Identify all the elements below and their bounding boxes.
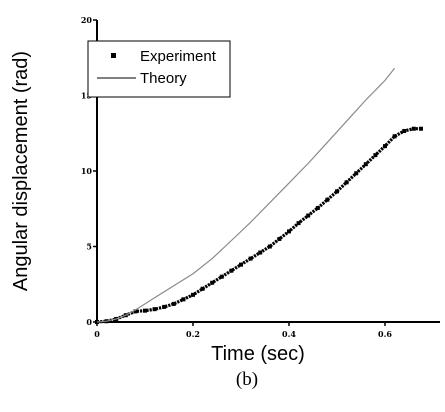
data-point-experiment xyxy=(411,126,416,131)
x-axis-title: Time (sec) xyxy=(211,343,305,365)
data-point-experiment xyxy=(419,126,423,131)
y-axis-title: Angular displacement (rad) xyxy=(10,51,32,291)
data-point-experiment xyxy=(383,144,387,149)
data-point-experiment xyxy=(344,180,349,185)
y-tick-label: 5 xyxy=(86,242,92,252)
legend-label-experiment: Experiment xyxy=(140,48,217,65)
legend-frame xyxy=(87,40,231,98)
data-point-experiment xyxy=(392,134,397,139)
data-point-experiment xyxy=(287,229,291,234)
x-ticks: 0 0.2 0.4 0.6 xyxy=(94,322,392,339)
data-point-experiment xyxy=(229,268,234,273)
data-point-experiment xyxy=(402,128,407,133)
series-band-experiment xyxy=(96,127,421,324)
data-point-experiment xyxy=(296,221,301,226)
legend-marker-experiment xyxy=(111,53,116,58)
x-tick-label: 0.6 xyxy=(378,329,392,339)
data-point-experiment xyxy=(219,274,224,279)
series-line-theory xyxy=(96,67,396,323)
x-tick-label: 0.4 xyxy=(282,329,296,339)
data-point-experiment xyxy=(143,308,147,313)
legend: Experiment Theory xyxy=(87,40,231,98)
data-point-experiment xyxy=(248,256,253,261)
y-tick-label: 20 xyxy=(81,15,93,25)
y-tick-label: 15 xyxy=(81,91,92,101)
data-point-experiment xyxy=(306,213,311,218)
data-point-experiment xyxy=(325,197,330,202)
data-point-experiment xyxy=(258,250,263,255)
data-point-experiment xyxy=(373,153,378,158)
data-point-experiment xyxy=(239,262,243,267)
data-point-experiment xyxy=(210,280,215,285)
data-point-experiment xyxy=(181,297,186,302)
x-tick-label: 0 xyxy=(94,329,100,339)
data-point-experiment xyxy=(191,292,195,297)
data-point-experiment xyxy=(354,171,359,176)
y-tick-label: 0 xyxy=(86,317,92,327)
data-point-experiment xyxy=(363,162,368,167)
data-point-experiment xyxy=(152,307,157,312)
data-point-experiment xyxy=(277,236,282,241)
figure-caption: (b) xyxy=(236,369,258,390)
data-point-experiment xyxy=(162,304,167,309)
y-tick-label: 10 xyxy=(81,166,93,176)
data-point-experiment xyxy=(200,286,205,291)
data-point-experiment xyxy=(335,189,339,194)
legend-label-theory: Theory xyxy=(140,70,187,87)
data-point-experiment xyxy=(267,244,272,249)
x-tick-label: 0.2 xyxy=(186,329,200,339)
data-point-experiment xyxy=(315,205,320,210)
data-point-experiment xyxy=(171,301,176,306)
series-layer xyxy=(95,67,423,324)
plot-area: 0 5 10 15 20 0 0.2 0.4 0.6 xyxy=(81,15,440,339)
data-point-experiment xyxy=(133,309,138,314)
